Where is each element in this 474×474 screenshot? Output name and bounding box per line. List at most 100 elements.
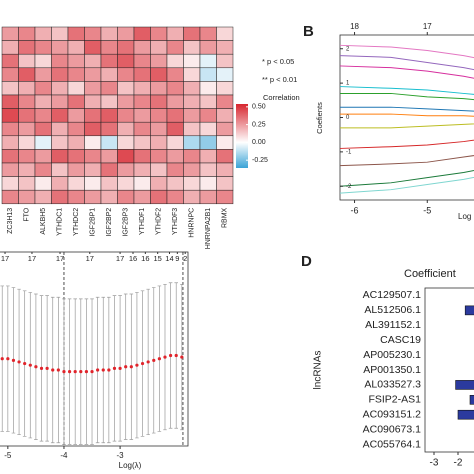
column-label: ZC3H13 bbox=[7, 208, 14, 234]
heatmap-cell bbox=[34, 40, 52, 55]
heatmap-cell bbox=[67, 40, 85, 55]
heatmap-cell bbox=[34, 81, 52, 96]
heatmap-cell bbox=[1, 67, 19, 82]
heatmap-cell bbox=[166, 149, 184, 164]
heatmap-cell bbox=[51, 94, 69, 109]
heatmap-cell bbox=[133, 149, 151, 164]
x-axis-title: Log(λ) bbox=[119, 461, 142, 470]
heatmap-cell bbox=[199, 67, 217, 82]
heatmap-cell bbox=[133, 176, 151, 191]
heatmap-cell bbox=[51, 67, 69, 82]
cv-point bbox=[0, 357, 4, 361]
column-label: YTHDF2 bbox=[156, 208, 163, 235]
cv-point bbox=[135, 363, 139, 367]
heatmap-cell bbox=[183, 67, 201, 82]
heatmap-cell bbox=[1, 121, 19, 137]
heatmap-cell bbox=[34, 176, 52, 191]
heatmap-cell bbox=[1, 135, 19, 150]
heatmap-cell bbox=[150, 189, 168, 205]
heatmap-cell bbox=[67, 108, 85, 123]
cv-point bbox=[112, 366, 117, 370]
heatmap-cell bbox=[117, 162, 135, 177]
heatmap-cell bbox=[183, 162, 201, 177]
cv-point bbox=[6, 357, 10, 361]
heatmap-cell bbox=[150, 53, 168, 69]
heatmap-cell bbox=[34, 121, 52, 137]
cv-point bbox=[169, 353, 173, 358]
heatmap-cell bbox=[183, 26, 201, 41]
heatmap-cell bbox=[199, 40, 217, 55]
heatmap-cell bbox=[67, 149, 85, 164]
heatmap-cell bbox=[216, 26, 234, 41]
heatmap-cell bbox=[117, 53, 135, 69]
heatmap-cell bbox=[18, 53, 36, 69]
heatmap-cell bbox=[1, 53, 19, 69]
heatmap-cell bbox=[199, 108, 217, 123]
heatmap-cell bbox=[166, 53, 184, 69]
top-tick-label: 16 bbox=[129, 254, 137, 263]
heatmap-cell bbox=[133, 26, 151, 41]
top-tick-label: 17 bbox=[56, 254, 64, 263]
heatmap-cell bbox=[117, 40, 135, 55]
x-axis-title: Log bbox=[458, 212, 471, 221]
heatmap-cell bbox=[51, 108, 69, 123]
coefficient-path bbox=[339, 65, 474, 79]
heatmap-cell bbox=[216, 108, 234, 123]
heatmap-cell bbox=[67, 135, 85, 150]
category-label: AP005230.1 bbox=[363, 349, 421, 361]
x-tick-label: -5 bbox=[423, 205, 431, 215]
colorbar-title: Correlation bbox=[263, 93, 300, 102]
heatmap-cell bbox=[34, 149, 52, 164]
cv-point bbox=[67, 370, 72, 374]
cv-point bbox=[62, 370, 66, 374]
heatmap-cell bbox=[117, 67, 135, 82]
heatmap-cell bbox=[84, 176, 102, 191]
cv-point bbox=[51, 368, 55, 372]
heatmap-cell bbox=[216, 135, 234, 150]
heatmap-cell bbox=[34, 108, 52, 123]
heatmap-cell bbox=[67, 121, 85, 137]
heatmap-cell bbox=[150, 162, 168, 177]
cv-point bbox=[146, 360, 150, 364]
x-tick-label: -5 bbox=[4, 451, 12, 460]
heatmap-cell bbox=[34, 67, 52, 82]
cv-point bbox=[101, 368, 105, 372]
column-label: ALKBH5 bbox=[40, 208, 47, 235]
heatmap-cell bbox=[84, 81, 102, 96]
bar bbox=[457, 409, 474, 420]
bar bbox=[464, 305, 474, 316]
cv-point bbox=[28, 363, 32, 367]
heatmap-cell bbox=[51, 162, 69, 177]
heatmap-cell bbox=[84, 149, 102, 164]
column-label: IGF2BP1 bbox=[90, 208, 97, 237]
heatmap-cell bbox=[100, 67, 118, 82]
cv-point bbox=[73, 370, 77, 374]
heatmap-cell bbox=[166, 94, 184, 109]
heatmap-cell bbox=[67, 162, 85, 177]
colorbar-tick-label: -0.25 bbox=[252, 157, 268, 164]
category-label: AL512506.1 bbox=[364, 304, 421, 316]
heatmap-cell bbox=[183, 135, 201, 150]
x-tick-label: -4 bbox=[60, 451, 68, 460]
heatmap-cell bbox=[166, 176, 184, 191]
significance-legend: * p < 0.05 bbox=[262, 57, 294, 66]
heatmap-cell bbox=[100, 108, 118, 123]
heatmap-cell bbox=[117, 189, 135, 205]
cv-point bbox=[11, 358, 16, 362]
cv-point bbox=[90, 370, 94, 374]
heatmap-cell bbox=[166, 81, 184, 96]
cv-point bbox=[157, 357, 161, 361]
heatmap-cell bbox=[216, 121, 234, 137]
heatmap-cell bbox=[150, 135, 168, 150]
top-tick-label: 17 bbox=[86, 254, 94, 263]
category-label: AP001350.1 bbox=[363, 364, 421, 376]
category-label: AC055764.1 bbox=[363, 438, 422, 450]
coefficient-path bbox=[339, 155, 474, 167]
y-tick-label: -1 bbox=[346, 149, 352, 155]
panel-letter: B bbox=[303, 23, 314, 40]
heatmap-cell bbox=[51, 121, 69, 137]
heatmap-cell bbox=[133, 189, 151, 205]
cv-point bbox=[163, 355, 167, 359]
heatmap-cell bbox=[51, 176, 69, 191]
heatmap-cell bbox=[117, 94, 135, 109]
